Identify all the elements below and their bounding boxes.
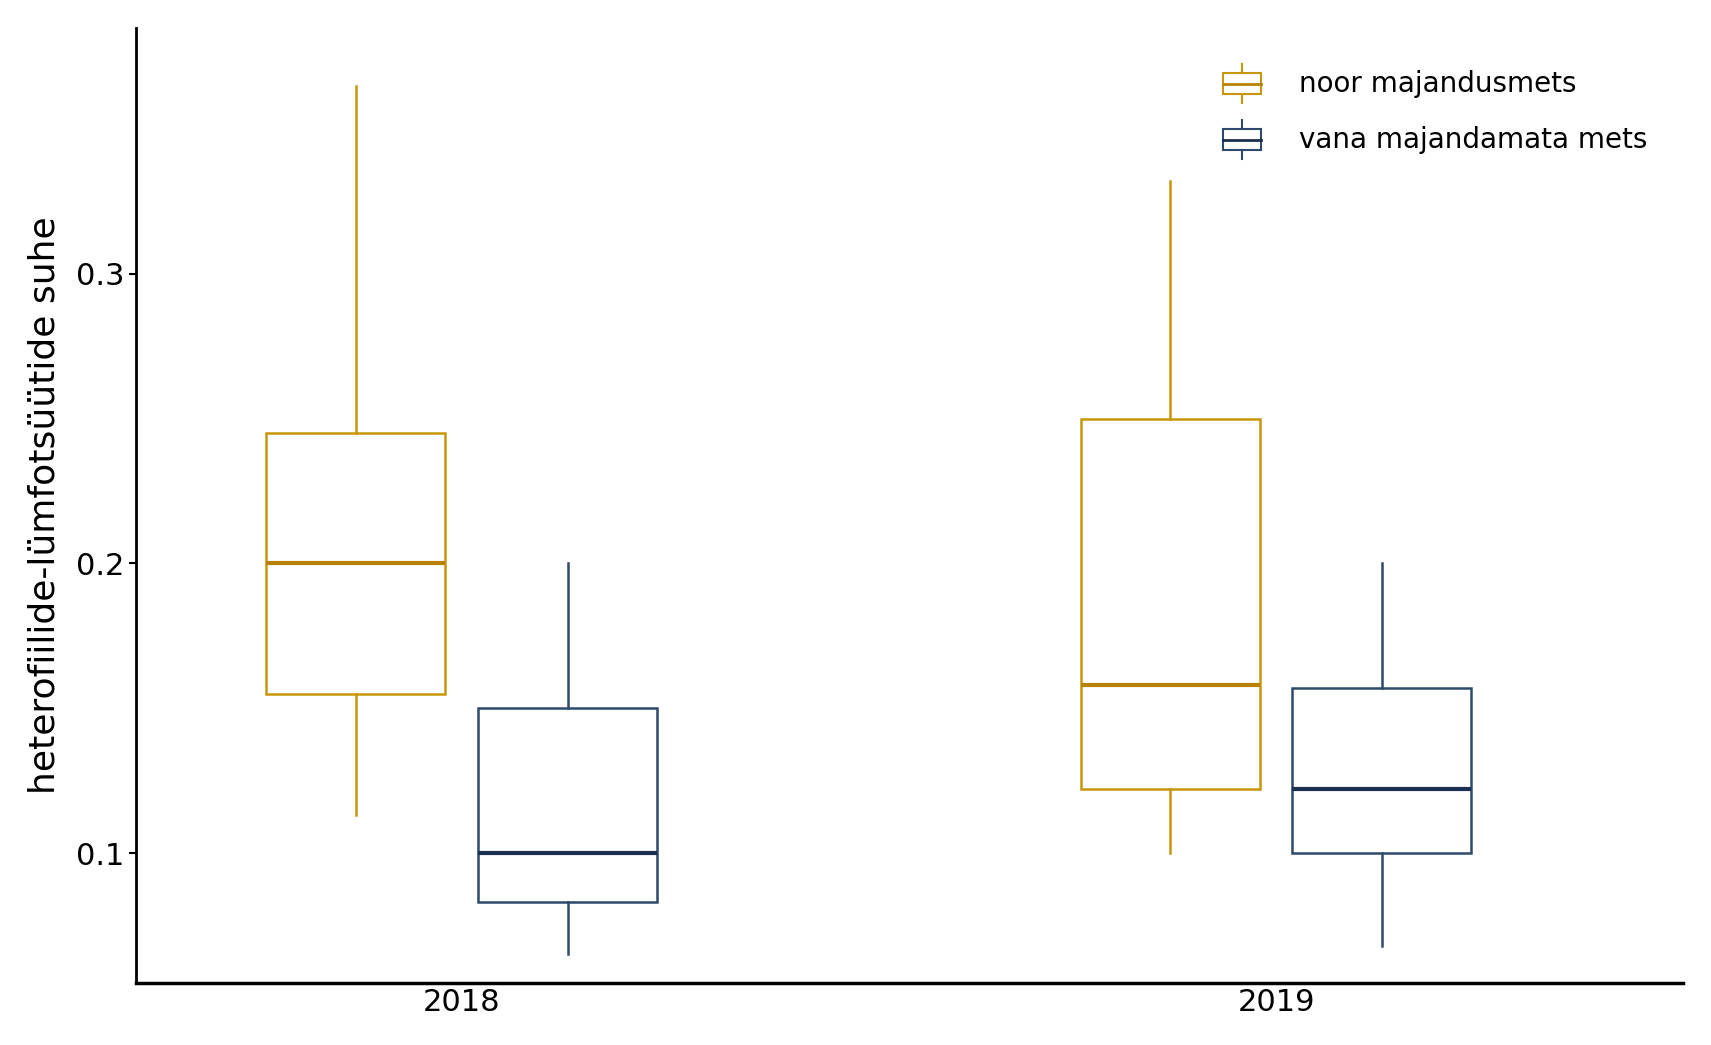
Bar bbox=[267, 434, 445, 694]
Bar bbox=[1292, 688, 1471, 853]
Y-axis label: heterofiilide-lümfotsüütide suhe: heterofiilide-lümfotsüütide suhe bbox=[27, 216, 62, 794]
Bar bbox=[1081, 419, 1259, 789]
Legend: noor majandusmets, vana majandamata mets: noor majandusmets, vana majandamata mets bbox=[1184, 42, 1670, 182]
Bar bbox=[477, 709, 657, 902]
